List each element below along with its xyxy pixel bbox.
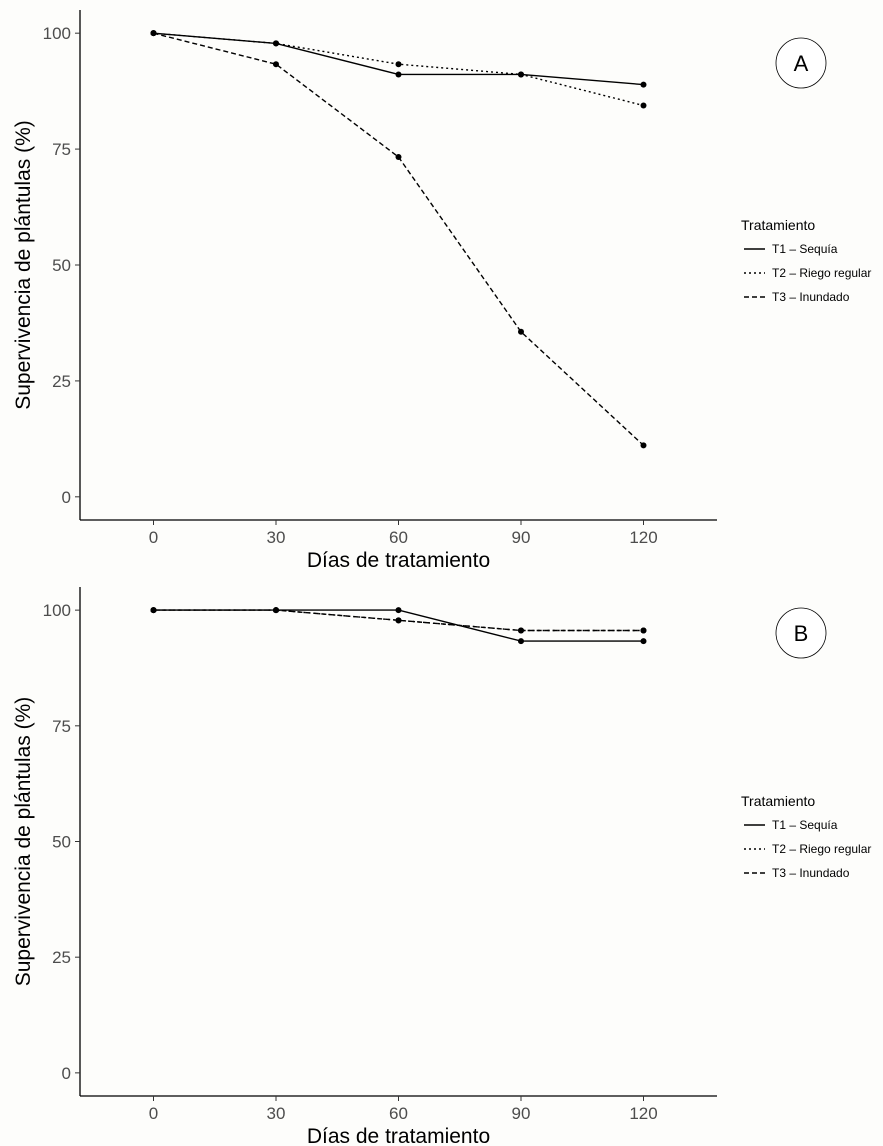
panel-label: A [794,51,809,76]
y-tick-label: 0 [62,488,71,507]
series-line-2 [153,32,644,107]
data-point-series-1 [640,638,647,645]
y-axis-title: Supervivencia de plántulas (%) [12,697,35,987]
data-point-series-2 [640,102,647,109]
y-tick-label: 75 [52,717,71,736]
data-point-series-3 [640,442,647,449]
data-point-series-2 [395,61,402,68]
legend: Tratamiento T1 – Sequía T2 – Riego regular… [741,793,871,880]
data-point-series-3 [518,627,524,634]
x-axis-title: Días de tratamiento [307,1125,490,1146]
chart-panel-b: 0 30 60 90 120 0 25 50 75 100 Días de tratamiento S… [12,587,871,1146]
legend-label-2: T2 – Riego regular [772,266,871,280]
x-tick-label: 90 [512,528,531,547]
y-tick-label: 25 [52,948,71,967]
panel-label-circle [775,607,827,659]
y-tick-label: 25 [52,372,71,391]
x-tick-label: 60 [389,528,408,547]
data-point-series-3 [273,61,279,68]
x-tick-label: 0 [149,1104,158,1123]
panel-label: B [794,621,809,646]
y-tick-label: 0 [62,1064,71,1083]
legend-label-3: T3 – Inundado [772,290,850,304]
legend-title: Tratamiento [741,793,815,809]
data-point-series-3 [640,627,647,634]
legend-label-1: T1 – Sequía [772,818,838,832]
data-point-series-2 [273,40,279,47]
y-tick-label: 100 [43,601,71,620]
x-tick-label: 30 [267,1104,286,1123]
legend-label-3: T3 – Inundado [772,866,850,880]
y-tick-label: 50 [52,256,71,275]
x-tick-label: 30 [267,528,286,547]
x-tick-label: 0 [149,528,158,547]
x-axis-title: Días de tratamiento [307,549,490,572]
y-axis-title: Supervivencia de plántulas (%) [12,120,35,410]
data-point-series-3 [273,607,279,614]
data-point-series-3 [395,153,402,160]
data-point-series-3 [150,607,157,614]
chart-panel-a: 0 30 60 90 120 0 25 50 75 100 Días de tratamiento S… [12,10,871,572]
x-tick-label: 120 [629,1104,657,1123]
legend-title: Tratamiento [741,217,815,233]
data-point-series-1 [395,607,402,614]
x-tick-label: 120 [629,528,657,547]
legend: Tratamiento T1 – Sequía T2 – Riego regular… [741,217,871,304]
data-point-series-3 [150,30,157,37]
series-line-1 [153,609,644,642]
x-tick-label: 90 [512,1104,531,1123]
legend-label-1: T1 – Sequía [772,242,838,256]
series-line-3 [153,32,644,446]
y-tick-label: 50 [52,833,71,852]
data-point-series-3 [395,617,402,624]
data-point-series-1 [395,71,402,78]
y-tick-label: 75 [52,140,71,159]
data-point-series-3 [518,328,524,335]
series-line-3 [153,609,644,632]
data-point-series-2 [518,71,524,78]
x-tick-label: 60 [389,1104,408,1123]
panel-label-circle [775,37,827,89]
legend-label-2: T2 – Riego regular [772,842,871,856]
data-point-series-1 [640,81,647,88]
y-tick-label: 100 [43,24,71,43]
data-point-series-1 [518,638,524,645]
